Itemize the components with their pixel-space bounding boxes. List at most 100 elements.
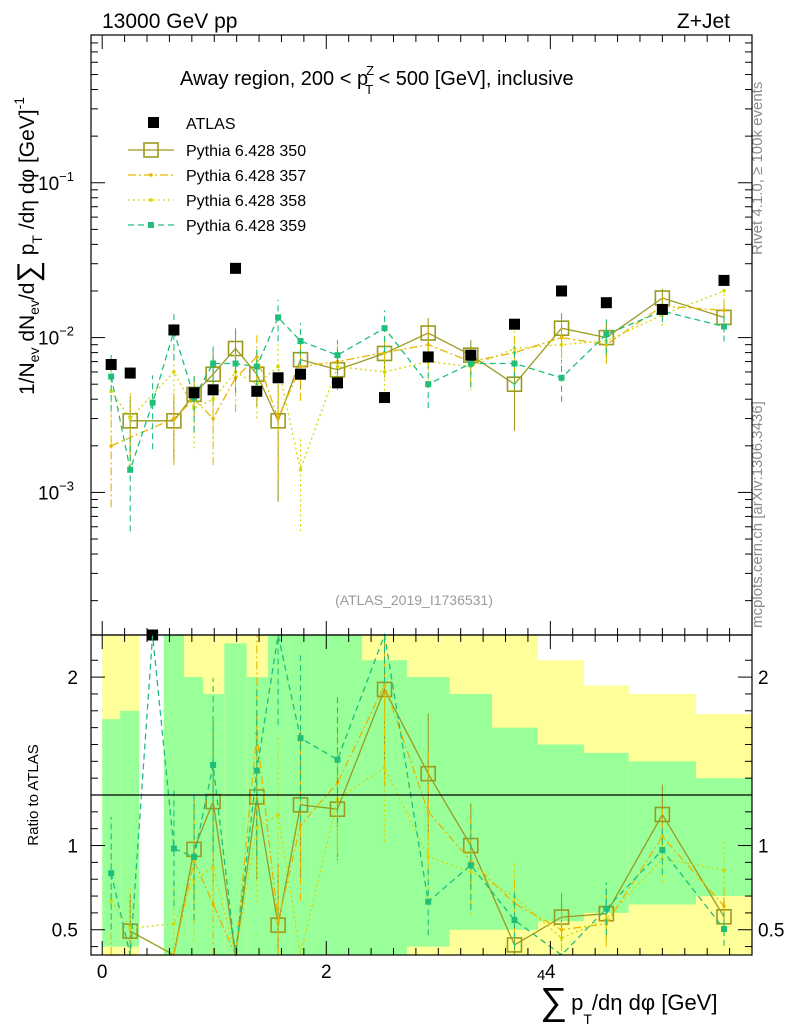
ratio-tick-label-right: 0.5 xyxy=(758,921,784,942)
band-stat xyxy=(492,727,539,930)
atlas-point xyxy=(718,274,730,286)
legend-marker xyxy=(149,173,153,177)
data-point xyxy=(334,352,341,359)
band-stat xyxy=(120,710,140,947)
x-label-sub: T xyxy=(583,1011,592,1024)
legend-marker xyxy=(143,142,159,158)
ratio-tick-label-left: 0.5 xyxy=(52,921,78,942)
band-stat xyxy=(102,719,121,947)
y-tick-label: 10−3 xyxy=(38,478,74,504)
data-point xyxy=(559,342,564,347)
y-tick-label: 10−1 xyxy=(38,169,74,195)
atlas-point xyxy=(556,285,568,297)
chart-title: Away region, 200 < pZ T < 500 [GeV], incl… xyxy=(180,63,574,97)
data-point xyxy=(603,331,610,338)
ratio-tick-label-right: 1 xyxy=(758,837,769,858)
band-stat xyxy=(695,778,752,897)
ratio-point xyxy=(211,865,215,870)
title-part-b: < 500 [GeV], inclusive xyxy=(373,68,574,90)
legend-atlas-label: ATLAS xyxy=(186,116,236,133)
atlas-point xyxy=(656,303,668,315)
atlas-point xyxy=(379,392,391,404)
atlas-point xyxy=(230,262,242,274)
data-point xyxy=(512,346,517,351)
header-right: Z+Jet xyxy=(677,10,730,33)
atlas-point xyxy=(168,324,180,336)
atlas-point xyxy=(295,368,307,380)
band-stat xyxy=(183,677,204,955)
ratio-tick-label-left: 1 xyxy=(67,837,78,858)
data-point xyxy=(382,370,387,374)
legend-label: Pythia 6.428 350 xyxy=(186,143,306,160)
legend-atlas-marker xyxy=(148,117,159,128)
atlas-point xyxy=(124,367,136,379)
x-tick-label: 4 xyxy=(545,962,556,983)
data-point xyxy=(275,314,282,321)
main-series-group xyxy=(108,278,732,532)
ratio-series-line xyxy=(111,683,725,958)
atlas-point xyxy=(105,359,117,371)
series-line xyxy=(110,305,725,447)
x-tick-label: 2 xyxy=(321,962,332,983)
ratio-point xyxy=(654,806,671,823)
band-stat xyxy=(246,677,269,955)
x-label-p: p xyxy=(571,990,583,1015)
ratio-point xyxy=(170,845,177,852)
analysis-id: (ATLAS_2019_I1736531) xyxy=(335,592,493,608)
ratio-point xyxy=(255,825,259,829)
legend-label: Pythia 6.428 359 xyxy=(186,218,306,235)
header-left: 13000 GeV pp xyxy=(102,10,237,33)
x-tick-label: 0 xyxy=(97,962,108,983)
data-point xyxy=(210,360,217,367)
ratio-point xyxy=(128,926,133,931)
legend-label: Pythia 6.428 358 xyxy=(186,193,306,210)
ratio-point xyxy=(467,862,474,869)
data-point xyxy=(128,416,133,421)
ratio-tick-label-left: 2 xyxy=(67,668,78,689)
atlas-point xyxy=(188,387,200,399)
axis-ticks: 0 2 4 10−3 10−2 10−1 0.5 0.5 1 1 2 2 xyxy=(38,34,784,983)
x-label-rest: /dη dφ [GeV] xyxy=(592,990,718,1015)
data-point xyxy=(722,289,726,293)
title-sub: T xyxy=(365,82,373,97)
rivet-label: Rivet 4.1.0, ≥ 100k events xyxy=(749,82,766,255)
legend-marker xyxy=(149,198,153,202)
legend: ATLAS Pythia 6.428 350 Pythia 6.428 357 Py… xyxy=(128,116,306,235)
band-stat xyxy=(224,643,247,955)
legend-marker xyxy=(148,222,154,228)
legend-label: Pythia 6.428 357 xyxy=(186,168,306,185)
series-line xyxy=(110,290,725,473)
series-line xyxy=(110,310,725,473)
atlas-point xyxy=(207,384,219,396)
ratio-point xyxy=(172,921,176,926)
atlas-point xyxy=(508,318,520,330)
atlas-point xyxy=(251,385,263,397)
atlas-point xyxy=(331,377,343,389)
ratio-point xyxy=(511,917,518,924)
atlas-point xyxy=(422,351,434,363)
data-point xyxy=(297,338,304,345)
x-axis-label: ∑ pT/dη dφ [GeV] xyxy=(540,981,717,1024)
atlas-point xyxy=(272,372,284,384)
atlas-point xyxy=(600,297,612,309)
atlas-data-group xyxy=(105,262,730,641)
data-point xyxy=(298,467,303,472)
mcplots-label: mcplots.cern.ch [arXiv:1306.3436] xyxy=(749,401,766,628)
title-part-a: Away region, 200 < p xyxy=(180,68,368,90)
ratio-point xyxy=(722,868,726,872)
band-stat xyxy=(203,693,225,955)
band-stat xyxy=(538,744,584,922)
data-point xyxy=(722,308,726,313)
x-label-sum: ∑ xyxy=(540,981,567,1023)
ratio-series-group xyxy=(108,632,732,958)
y-axis-label-main: 1/Nev dNev/d∑ pT /dη dφ [GeV]-1 xyxy=(11,97,45,395)
x-label-superscript: 4 xyxy=(537,967,545,984)
ratio-point xyxy=(334,756,341,763)
y-axis-label-ratio: Ratio to ATLAS xyxy=(25,744,42,845)
ratio-point xyxy=(211,902,215,906)
y-tick-label: 10−2 xyxy=(38,324,74,350)
ratio-series-line xyxy=(110,632,725,956)
title-sup: Z xyxy=(366,63,374,78)
atlas-point xyxy=(465,349,477,361)
